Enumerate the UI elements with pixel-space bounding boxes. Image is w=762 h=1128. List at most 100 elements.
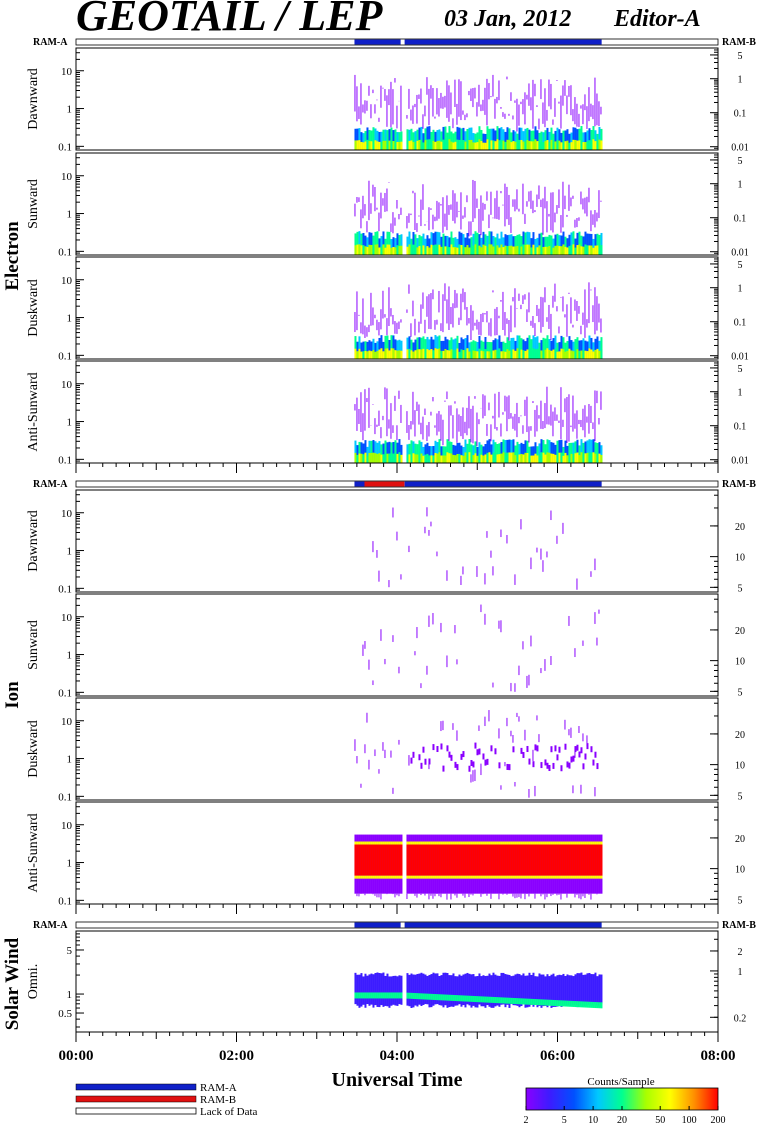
cell [492, 415, 494, 419]
cell [458, 127, 461, 150]
cell [530, 247, 533, 255]
cell [394, 247, 397, 255]
cell [392, 453, 395, 463]
cell [430, 349, 433, 359]
cell [490, 745, 493, 752]
cell [564, 314, 566, 318]
cell [386, 992, 389, 999]
cell [578, 217, 580, 221]
cell [438, 452, 441, 463]
cell [478, 725, 480, 731]
cell [432, 397, 434, 402]
cell [366, 455, 369, 463]
cell [488, 875, 491, 879]
cell [486, 235, 489, 255]
cell [518, 844, 521, 876]
cell [406, 411, 408, 433]
cell [560, 132, 563, 150]
cell [564, 141, 567, 150]
cell [512, 416, 514, 429]
cell [512, 115, 514, 120]
cell [412, 841, 415, 845]
cell [408, 443, 411, 463]
cell [394, 844, 397, 876]
cell [398, 841, 401, 845]
cell [534, 744, 537, 751]
cell [390, 223, 392, 232]
cell [532, 749, 534, 761]
cell [600, 974, 603, 1005]
cell [452, 844, 455, 876]
cell [444, 139, 447, 150]
cell [578, 1001, 581, 1008]
cell [538, 185, 540, 200]
cell [364, 204, 366, 216]
cell [472, 445, 475, 463]
cell [426, 993, 429, 1000]
cell [356, 893, 358, 897]
cell [504, 351, 507, 359]
cell [410, 109, 412, 121]
cell [438, 290, 440, 313]
cell [478, 321, 480, 335]
cell [502, 452, 505, 463]
cell [406, 115, 408, 119]
cell [536, 247, 539, 255]
cell [380, 348, 383, 359]
cell [526, 231, 529, 255]
cell [430, 232, 433, 255]
cell [568, 844, 571, 876]
cell [458, 995, 461, 1002]
cell [388, 419, 390, 429]
cell [480, 140, 483, 150]
legend-swatch-ram-b [75, 1095, 197, 1103]
cell [432, 744, 435, 751]
cell [482, 142, 485, 150]
ram-a-segment [354, 39, 401, 45]
cell [376, 453, 379, 463]
cell [532, 200, 534, 214]
cell [384, 129, 387, 150]
cell [520, 875, 523, 879]
cell [588, 245, 591, 255]
cell [582, 841, 585, 845]
cell [466, 844, 469, 876]
cell [516, 133, 519, 150]
cell [542, 237, 545, 255]
cell [548, 416, 550, 425]
cell [574, 1001, 577, 1008]
cell [426, 425, 428, 442]
cell [592, 452, 595, 463]
ram-label-right: RAM-B [722, 920, 756, 931]
cell [582, 875, 585, 879]
cell [454, 246, 457, 255]
cell [416, 454, 419, 463]
cell [436, 442, 439, 463]
cell [496, 233, 499, 255]
cell [538, 443, 541, 463]
cell [574, 139, 577, 150]
cell [570, 297, 572, 324]
cell [396, 340, 399, 359]
cell [454, 844, 457, 876]
cell [490, 550, 492, 558]
cell [470, 444, 473, 463]
cell [552, 841, 555, 845]
cell [424, 844, 427, 876]
cell [510, 875, 513, 879]
cell [586, 452, 589, 463]
cell [450, 994, 453, 1001]
cell [546, 551, 548, 558]
cell [418, 875, 421, 879]
cell [472, 245, 475, 255]
cell [392, 89, 394, 125]
cell [448, 247, 451, 255]
cell [446, 235, 449, 255]
cell [482, 996, 485, 1003]
cell [494, 130, 497, 150]
cell [384, 387, 386, 400]
cell [596, 142, 599, 150]
cell [576, 337, 579, 359]
cell [528, 788, 530, 798]
cell [554, 454, 557, 463]
